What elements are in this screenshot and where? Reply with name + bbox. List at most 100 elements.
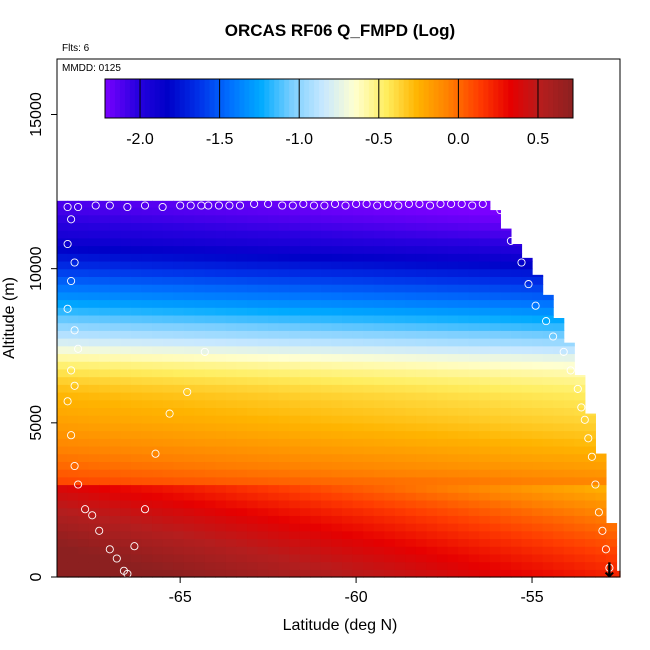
heatmap-cell: [194, 538, 206, 547]
heatmap-cell: [373, 553, 385, 563]
heatmap-cell: [405, 461, 417, 470]
heatmap-cell: [310, 376, 322, 385]
heatmap-cell: [141, 314, 153, 324]
heatmap-cell: [373, 284, 385, 293]
heatmap-cell: [183, 207, 195, 216]
heatmap-cell: [57, 384, 69, 393]
heatmap-cell: [415, 438, 428, 447]
heatmap-cell: [352, 307, 364, 316]
heatmap-cell: [405, 376, 417, 385]
heatmap-cell: [299, 415, 311, 424]
heatmap-cell: [373, 384, 385, 393]
heatmap-cell: [500, 253, 512, 262]
heatmap-cell: [247, 299, 259, 308]
heatmap-cell: [394, 392, 406, 401]
heatmap-cell: [225, 569, 238, 578]
heatmap-cell: [394, 207, 406, 216]
heatmap-cell: [331, 561, 343, 570]
heatmap-cell: [162, 314, 174, 324]
heatmap-cell: [141, 330, 153, 339]
heatmap-cell: [458, 376, 470, 385]
heatmap-cell: [384, 314, 396, 324]
heatmap-cell: [426, 368, 438, 378]
heatmap-cell: [468, 307, 480, 316]
heatmap-cell: [320, 322, 333, 331]
heatmap-cell: [194, 345, 206, 355]
heatmap-cell: [553, 345, 565, 355]
heatmap-cell: [394, 314, 406, 324]
heatmap-cell: [99, 353, 111, 362]
observation-point: [183, 387, 192, 397]
heatmap-cell: [320, 291, 333, 301]
heatmap-cell: [247, 392, 259, 401]
heatmap-cell: [109, 438, 121, 447]
heatmap-cell: [426, 276, 438, 285]
heatmap-cell: [331, 569, 343, 578]
heatmap-cell: [162, 530, 174, 540]
heatmap-cell: [299, 546, 311, 555]
heatmap-cell: [320, 368, 333, 378]
heatmap-cell: [500, 314, 512, 324]
heatmap-cell: [437, 253, 449, 262]
heatmap-cell: [310, 345, 322, 355]
heatmap-cell: [247, 276, 259, 285]
heatmap-cell: [542, 407, 554, 416]
heatmap-cell: [542, 376, 554, 385]
heatmap-cell: [278, 445, 290, 455]
heatmap-cell: [278, 307, 290, 316]
heatmap-cell: [426, 399, 438, 409]
heatmap-cell: [109, 553, 121, 563]
heatmap-cell: [352, 299, 364, 308]
heatmap-cell: [299, 461, 311, 470]
heatmap-cell: [542, 538, 554, 547]
heatmap-cell: [553, 499, 565, 509]
heatmap-cell: [289, 284, 301, 293]
heatmap-cell: [225, 253, 238, 262]
heatmap-cell: [215, 207, 227, 216]
colorbar-segment: [244, 79, 250, 118]
heatmap-cell: [405, 546, 417, 555]
heatmap-cell: [204, 230, 216, 239]
heatmap-cell: [162, 499, 174, 509]
heatmap-cell: [342, 553, 354, 563]
heatmap-cell: [532, 430, 544, 439]
heatmap-cell: [394, 461, 406, 470]
observation-point: [63, 202, 72, 212]
heatmap-cell: [120, 268, 132, 277]
heatmap-cell: [458, 530, 470, 540]
heatmap-cell: [373, 299, 385, 308]
heatmap-cell: [57, 461, 69, 470]
heatmap-cell: [183, 392, 195, 401]
heatmap-cell: [320, 461, 333, 470]
heatmap-cell: [320, 299, 333, 308]
heatmap-cell: [278, 392, 290, 401]
heatmap-cell: [553, 415, 565, 424]
heatmap-cell: [458, 253, 470, 262]
heatmap-cell: [394, 553, 406, 563]
heatmap-cell: [437, 376, 449, 385]
heatmap-cell: [437, 322, 449, 331]
heatmap-cell: [173, 253, 185, 262]
colorbar-segment: [413, 79, 420, 118]
heatmap-cell: [130, 569, 143, 578]
heatmap-cell: [553, 438, 565, 447]
heatmap-cell: [247, 330, 259, 339]
heatmap-cell: [405, 492, 417, 501]
heatmap-cell: [415, 330, 428, 339]
heatmap-cell: [363, 222, 375, 231]
heatmap-cell: [447, 569, 459, 578]
heatmap-cell: [342, 461, 354, 470]
heatmap-cell: [331, 353, 343, 362]
heatmap-cell: [141, 523, 153, 532]
heatmap-cell: [437, 392, 449, 401]
heatmap-cell: [468, 523, 480, 532]
heatmap-cell: [247, 291, 259, 301]
heatmap-cell: [141, 338, 153, 347]
heatmap-cell: [57, 538, 69, 547]
heatmap-cell: [278, 322, 290, 331]
heatmap-cell: [563, 530, 575, 540]
heatmap-cell: [426, 415, 438, 424]
heatmap-cell: [458, 469, 470, 478]
heatmap-cell: [553, 338, 565, 347]
heatmap-cell: [373, 407, 385, 416]
